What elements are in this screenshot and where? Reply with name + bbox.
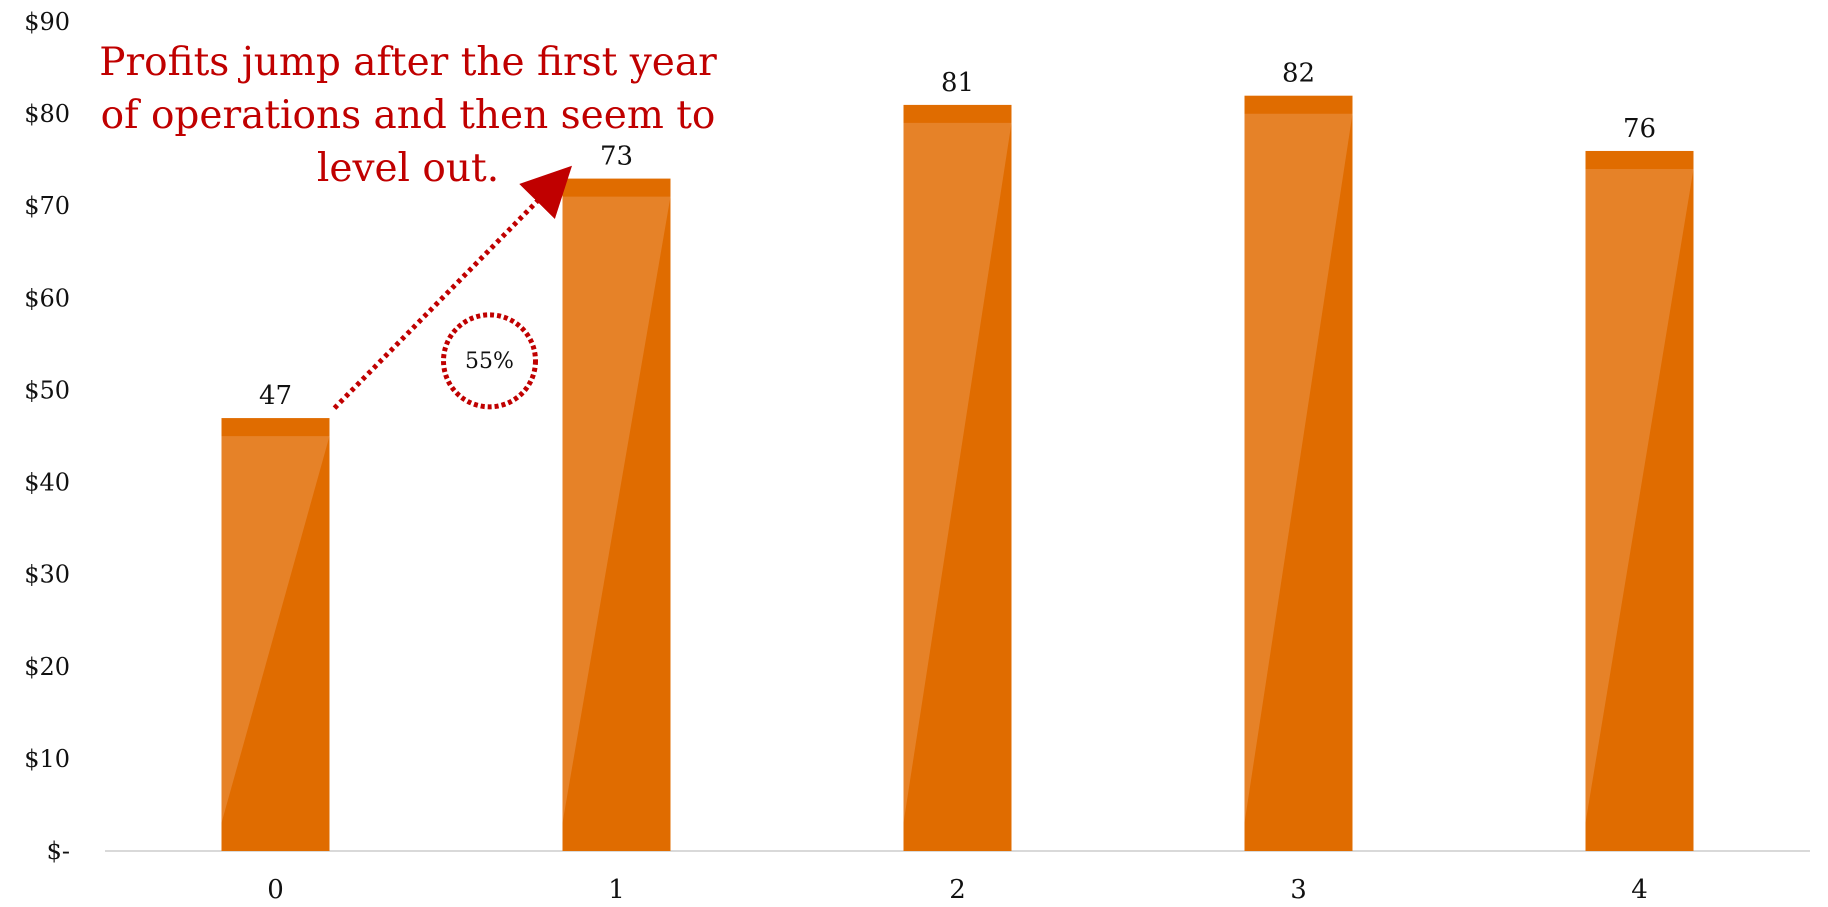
y-tick-label: $70 (24, 192, 70, 220)
y-tick-label: $20 (24, 653, 70, 681)
x-tick-label: 3 (1290, 875, 1307, 905)
x-tick-label: 4 (1631, 875, 1648, 905)
y-tick-label: $40 (24, 469, 70, 497)
bar-highlight (1585, 168, 1694, 823)
y-axis-tick-labels: $- $10 $20 $30 $40 $50 $60 $70 $80 $90 (24, 8, 70, 865)
bar-data-label: 47 (259, 381, 292, 411)
y-tick-label: $60 (24, 284, 70, 312)
bar-data-label: 73 (600, 142, 633, 172)
growth-percent-label: 55% (465, 349, 514, 374)
x-axis-tick-labels: 0 1 2 3 4 (267, 875, 1648, 905)
bar-data-label: 76 (1623, 114, 1656, 144)
bar-data-label: 81 (941, 68, 974, 98)
bar-highlight (221, 436, 330, 823)
y-tick-label: $50 (24, 376, 70, 404)
chart-annotation-text: Profits jump after the first year of ope… (99, 40, 717, 191)
y-tick-label: $- (47, 837, 70, 865)
bars-group (221, 95, 1694, 852)
bar (903, 104, 1012, 851)
bar-highlight (1244, 113, 1353, 823)
x-tick-label: 2 (949, 875, 966, 905)
y-tick-label: $30 (24, 561, 70, 589)
y-tick-label: $90 (24, 8, 70, 36)
bar (221, 418, 330, 851)
y-tick-label: $10 (24, 745, 70, 773)
x-tick-label: 0 (267, 875, 284, 905)
bar-highlight (562, 196, 671, 824)
growth-annotation: 55% (332, 165, 572, 410)
y-tick-label: $80 (24, 100, 70, 128)
data-labels-group: 47 73 81 82 76 (259, 59, 1656, 411)
bar (1585, 150, 1694, 851)
bar-data-label: 82 (1282, 59, 1315, 89)
bar-highlight (903, 122, 1012, 823)
x-tick-label: 1 (608, 875, 625, 905)
growth-circle (441, 312, 538, 410)
bar (1244, 95, 1353, 851)
bar (562, 178, 671, 852)
